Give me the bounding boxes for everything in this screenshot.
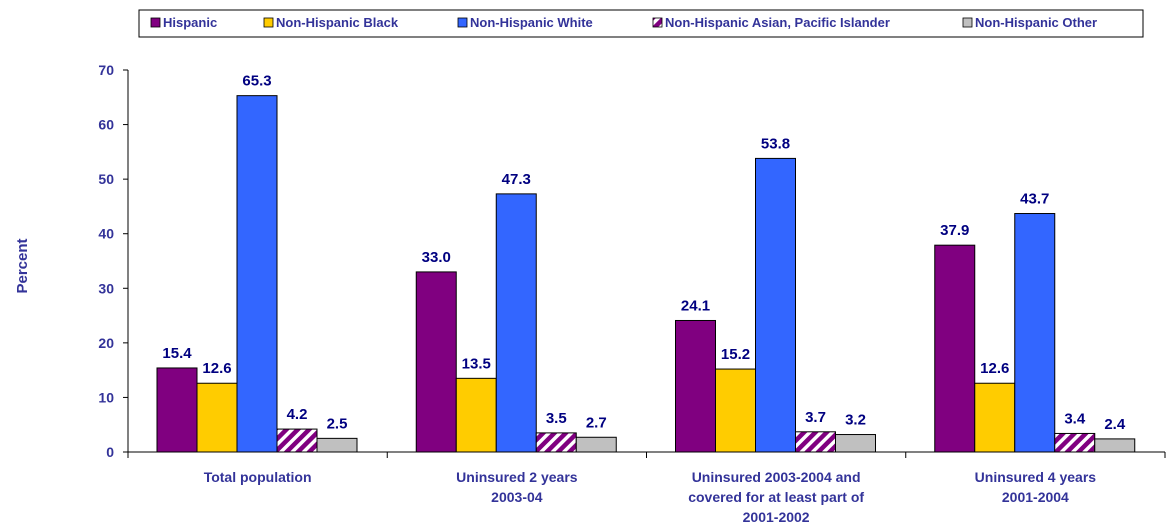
legend-label-3: Non-Hispanic Asian, Pacific Islander bbox=[665, 15, 890, 30]
y-tick-label: 70 bbox=[98, 62, 114, 78]
data-label: 13.5 bbox=[462, 355, 491, 372]
data-label: 12.6 bbox=[980, 360, 1009, 377]
legend-label-1: Non-Hispanic Black bbox=[276, 15, 399, 30]
category-label: Uninsured 4 years bbox=[975, 469, 1097, 485]
legend-swatch-3 bbox=[652, 17, 663, 28]
bar bbox=[156, 367, 198, 453]
category-label: Uninsured 2003-2004 and bbox=[692, 469, 861, 485]
bar bbox=[495, 193, 537, 453]
data-label: 3.2 bbox=[845, 412, 866, 429]
bar bbox=[455, 377, 497, 453]
bar bbox=[675, 319, 716, 453]
data-label: 3.7 bbox=[805, 409, 826, 426]
bar bbox=[415, 271, 457, 453]
legend-swatch-2 bbox=[457, 17, 468, 28]
y-tick-label: 10 bbox=[98, 389, 114, 405]
bar bbox=[236, 95, 278, 453]
category-label: 2003-04 bbox=[491, 489, 543, 505]
legend-label-4: Non-Hispanic Other bbox=[975, 15, 1097, 30]
data-label: 24.1 bbox=[681, 297, 710, 314]
y-tick-label: 60 bbox=[98, 117, 114, 133]
data-label: 15.2 bbox=[721, 346, 750, 363]
bar bbox=[276, 428, 318, 453]
bar bbox=[1054, 432, 1096, 453]
category-label: 2001-2004 bbox=[1002, 489, 1069, 505]
data-label: 4.2 bbox=[287, 406, 308, 423]
category-label: 2001-2002 bbox=[743, 509, 810, 525]
bar bbox=[316, 437, 358, 453]
y-tick-label: 30 bbox=[98, 280, 114, 296]
y-tick-label: 50 bbox=[98, 171, 114, 187]
data-label: 15.4 bbox=[162, 345, 192, 362]
bar bbox=[755, 157, 796, 453]
bars bbox=[156, 95, 1136, 453]
y-tick-label: 40 bbox=[98, 226, 114, 242]
data-label: 2.4 bbox=[1104, 416, 1126, 433]
data-label: 33.0 bbox=[422, 249, 451, 266]
axes: 0 10 20 30 40 50 60 70 Percent Total population Un… bbox=[14, 62, 1166, 525]
bar bbox=[535, 432, 577, 453]
category-label: Total population bbox=[204, 469, 312, 485]
data-label: 3.4 bbox=[1064, 410, 1086, 427]
data-label: 65.3 bbox=[242, 73, 271, 90]
bar bbox=[196, 382, 238, 453]
category-label: covered for at least part of bbox=[688, 489, 864, 505]
legend-swatch-1 bbox=[263, 17, 274, 28]
y-tick-label: 0 bbox=[106, 444, 114, 460]
bar bbox=[795, 431, 836, 453]
data-label: 53.8 bbox=[761, 135, 790, 152]
data-label: 37.9 bbox=[940, 222, 969, 239]
category-label: Uninsured 2 years bbox=[456, 469, 578, 485]
bar bbox=[934, 244, 976, 453]
data-label: 3.5 bbox=[546, 410, 567, 427]
bar bbox=[1094, 438, 1136, 453]
bar bbox=[1014, 213, 1056, 453]
legend-swatch-4 bbox=[962, 17, 973, 28]
data-label: 43.7 bbox=[1020, 191, 1049, 208]
data-label: 47.3 bbox=[502, 171, 531, 188]
legend-label-2: Non-Hispanic White bbox=[470, 15, 593, 30]
legend-label-0: Hispanic bbox=[163, 15, 217, 30]
data-labels: 15.4 12.6 65.3 4.2 2.5 33.0 13.5 47.3 3.5 2.7 24.1… bbox=[162, 73, 1125, 433]
bar bbox=[715, 368, 756, 453]
legend: Hispanic Non-Hispanic Black Non-Hispanic W… bbox=[138, 9, 1144, 38]
data-label: 2.5 bbox=[327, 415, 348, 432]
data-label: 2.7 bbox=[586, 414, 607, 431]
bar bbox=[835, 434, 876, 453]
y-axis-title: Percent bbox=[14, 238, 31, 293]
y-tick-label: 20 bbox=[98, 335, 114, 351]
legend-swatch-0 bbox=[150, 17, 161, 28]
bar bbox=[575, 436, 617, 453]
bar bbox=[974, 382, 1016, 453]
data-label: 12.6 bbox=[202, 360, 231, 377]
legend-box bbox=[138, 9, 1144, 38]
